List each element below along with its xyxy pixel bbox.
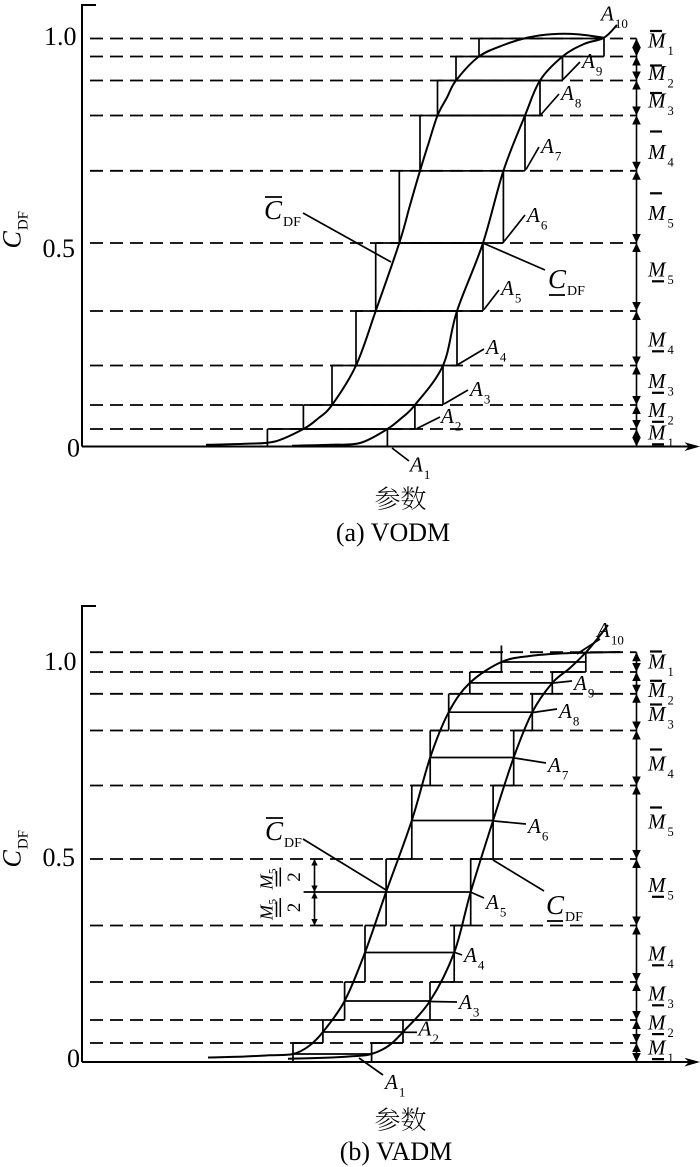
svg-text:1.0: 1.0 — [44, 647, 77, 676]
svg-text:(a) VODM: (a) VODM — [336, 518, 450, 547]
svg-text:1.0: 1.0 — [44, 22, 77, 51]
svg-text:0: 0 — [67, 434, 80, 463]
svg-text:0.5: 0.5 — [43, 234, 76, 263]
svg-text:0: 0 — [67, 1044, 80, 1073]
svg-text:2: 2 — [284, 903, 305, 913]
svg-text:(b) VADM: (b) VADM — [340, 1137, 452, 1166]
svg-text:2: 2 — [284, 872, 305, 882]
svg-text:0.5: 0.5 — [43, 843, 76, 872]
